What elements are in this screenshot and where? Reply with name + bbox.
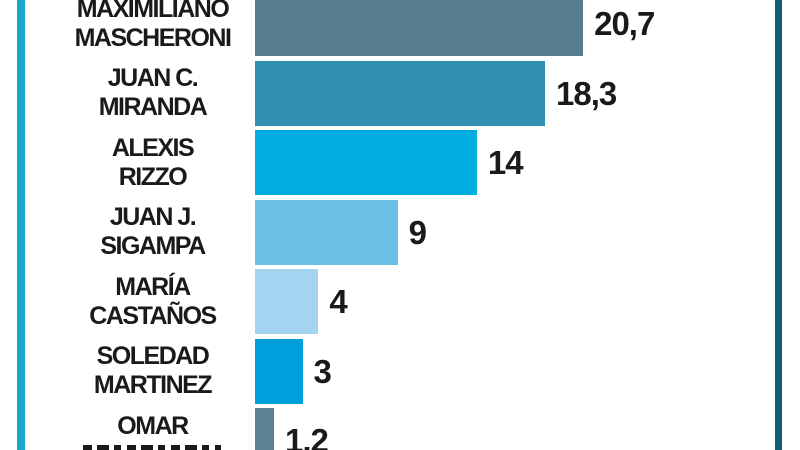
bar — [255, 0, 584, 56]
category-label-line2: RIZZO — [118, 162, 188, 191]
frame-left-border — [17, 0, 25, 450]
bar — [255, 199, 398, 265]
cutoff-surname-sliver — [83, 445, 221, 450]
category-label: JUAN J. SIGAMPA — [25, 203, 280, 261]
frame-right-border — [775, 0, 782, 450]
category-label-line1: ALEXIS — [111, 133, 195, 162]
category-label-line1: JUAN C. — [107, 64, 199, 92]
category-label-line2: SIGAMPA — [100, 232, 206, 260]
bar — [255, 130, 477, 195]
category-label: MAXIMILIANO MASCHERONI — [25, 0, 280, 53]
category-label-line1: OMAR — [117, 411, 189, 440]
category-label-line2: MIRANDA — [98, 93, 208, 121]
category-label-line1: JUAN J. — [109, 203, 197, 231]
category-label-line1: MARÍA — [115, 272, 191, 301]
category-label-line2: MARTINEZ — [93, 371, 213, 399]
category-label: SOLEDAD MARTINEZ — [25, 342, 280, 400]
category-label: ALEXIS RIZZO — [25, 134, 280, 192]
bar — [255, 60, 546, 126]
category-label-line2: MASCHERONI — [74, 23, 232, 52]
category-label-line2: CASTAÑOS — [89, 301, 217, 330]
bar — [255, 338, 303, 404]
value-label: 18,3 — [556, 74, 617, 112]
category-label-line1: SOLEDAD — [96, 342, 210, 370]
bar — [255, 408, 275, 450]
bar — [255, 269, 319, 334]
value-label: 1,2 — [285, 422, 329, 450]
category-label: JUAN C. MIRANDA — [25, 64, 280, 122]
value-label: 20,7 — [594, 5, 655, 42]
category-label: MARÍA CASTAÑOS — [25, 273, 280, 331]
category-label-line1: MAXIMILIANO — [76, 0, 230, 23]
value-label: 3 — [313, 352, 332, 390]
category-label: OMAR — [25, 412, 280, 441]
value-label: 9 — [408, 213, 427, 251]
value-label: 4 — [329, 283, 347, 320]
value-label: 14 — [487, 144, 524, 181]
